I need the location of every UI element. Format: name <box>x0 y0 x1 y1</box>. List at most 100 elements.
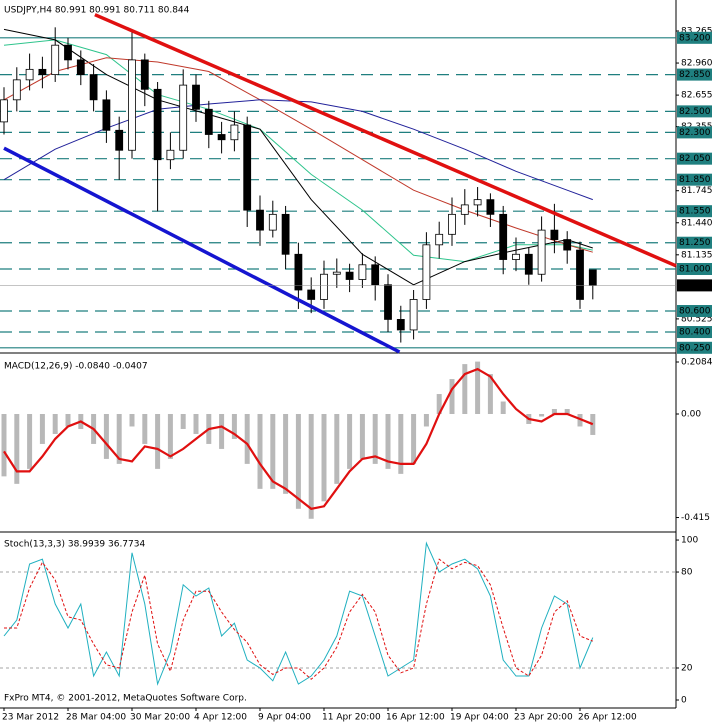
level-box <box>677 305 712 318</box>
macd-bar <box>65 413 71 427</box>
y-tick-label: 81.135 <box>681 250 712 260</box>
level-label: 81.000 <box>679 264 711 274</box>
macd-bar <box>27 413 33 469</box>
candle-body <box>448 213 456 235</box>
candle-body <box>537 229 546 275</box>
candle-body <box>192 84 200 110</box>
level-box <box>677 31 712 44</box>
candle-body <box>396 319 405 331</box>
candle-body <box>281 213 290 255</box>
candle-body <box>576 249 584 300</box>
macd-bar <box>449 379 455 414</box>
x-tick-label: 26 Apr 12:00 <box>578 713 637 723</box>
candle-body <box>204 108 213 135</box>
macd-bar <box>270 413 276 489</box>
level-label: 82.850 <box>679 70 711 80</box>
moving-average <box>3 57 593 253</box>
level-box <box>677 126 712 139</box>
level-box <box>677 152 712 165</box>
macd-bar <box>219 413 225 449</box>
y-tick-label: 83.265 <box>681 26 712 36</box>
x-tick-label: 23 Apr 20:00 <box>514 713 573 723</box>
x-tick-label: 30 Mar 20:00 <box>130 713 190 723</box>
macd-bar <box>244 413 250 464</box>
candle-body <box>179 84 188 151</box>
stoch-line <box>3 541 594 686</box>
trendline <box>3 146 401 354</box>
level-label: 81.850 <box>679 175 711 185</box>
macd-bar <box>295 413 301 509</box>
candle-body <box>307 289 316 300</box>
candle-body <box>345 271 354 280</box>
y-tick-label: -0.415 <box>681 513 710 523</box>
macd-bar <box>308 413 314 519</box>
candle-body <box>563 239 572 251</box>
candle-body <box>422 244 431 300</box>
y-tick-label: 81.440 <box>681 218 712 228</box>
macd-bar <box>39 413 45 444</box>
candle-body <box>499 213 508 260</box>
candle-body <box>140 59 149 90</box>
y-tick-label: 0.2084 <box>681 358 712 368</box>
candle-body <box>230 124 239 141</box>
level-label: 82.300 <box>679 128 711 138</box>
candle-body <box>486 199 495 215</box>
level-label: 82.500 <box>679 107 711 117</box>
level-box <box>677 326 712 339</box>
level-label: 80.250 <box>679 343 711 353</box>
candle-body <box>256 209 264 231</box>
y-tick-label: 82.960 <box>681 59 712 69</box>
footer: FxPro MT4, © 2001-2012, MetaQuotes Softw… <box>4 694 247 704</box>
candle-body <box>166 149 175 161</box>
level-label: 83.200 <box>679 33 711 43</box>
y-tick-label: 80.525 <box>681 314 712 324</box>
macd-bar <box>142 413 148 444</box>
candle-body <box>217 134 226 141</box>
macd-bar <box>462 364 468 414</box>
candle-body <box>243 124 252 211</box>
candle-body <box>51 44 60 76</box>
x-tick-label: 16 Apr 12:00 <box>386 713 445 723</box>
y-tick-label: 20 <box>681 664 693 674</box>
macd-bar <box>180 413 186 429</box>
macd-bar <box>347 413 353 469</box>
macd-bar <box>359 413 365 459</box>
level-box <box>677 173 712 186</box>
candle-body <box>64 44 72 61</box>
x-tick-label: 4 Apr 12:00 <box>194 713 247 723</box>
candle-body <box>460 204 469 215</box>
macd-bar <box>398 413 404 474</box>
plot-layer: 83.26582.96082.65582.35581.74581.44081.1… <box>0 13 712 723</box>
macd-bar <box>116 413 122 464</box>
candle-body <box>384 284 392 320</box>
current-price-label: 80.844 <box>679 281 711 291</box>
level-box <box>677 262 712 275</box>
macd-bar <box>283 413 289 494</box>
trendline <box>94 13 677 268</box>
candle-body <box>12 79 21 101</box>
level-label: 80.600 <box>679 307 711 317</box>
stoch-line <box>4 558 593 680</box>
macd-bar <box>155 413 161 469</box>
macd-bar <box>257 413 263 489</box>
candle-body <box>25 68 34 81</box>
candle-body <box>550 229 559 240</box>
macd-bar <box>436 394 442 414</box>
macd-bar <box>52 413 58 434</box>
candle-body <box>128 59 136 151</box>
stoch-title: Stoch(13,3,3) 38.9939 36.7734 <box>4 540 145 550</box>
candle-body <box>115 129 124 151</box>
y-tick-label: 82.655 <box>681 91 712 101</box>
x-tick-label: 19 Apr 04:00 <box>450 713 509 723</box>
level-box <box>677 341 712 354</box>
macd-bar <box>334 413 340 484</box>
level-box <box>677 105 712 118</box>
macd-bar <box>564 409 570 414</box>
macd-bar <box>411 413 417 464</box>
macd-bar <box>231 413 237 439</box>
macd-bar <box>577 413 583 427</box>
y-tick-label: 0 <box>681 696 687 706</box>
candle-body <box>371 264 380 286</box>
level-label: 82.050 <box>679 154 711 164</box>
